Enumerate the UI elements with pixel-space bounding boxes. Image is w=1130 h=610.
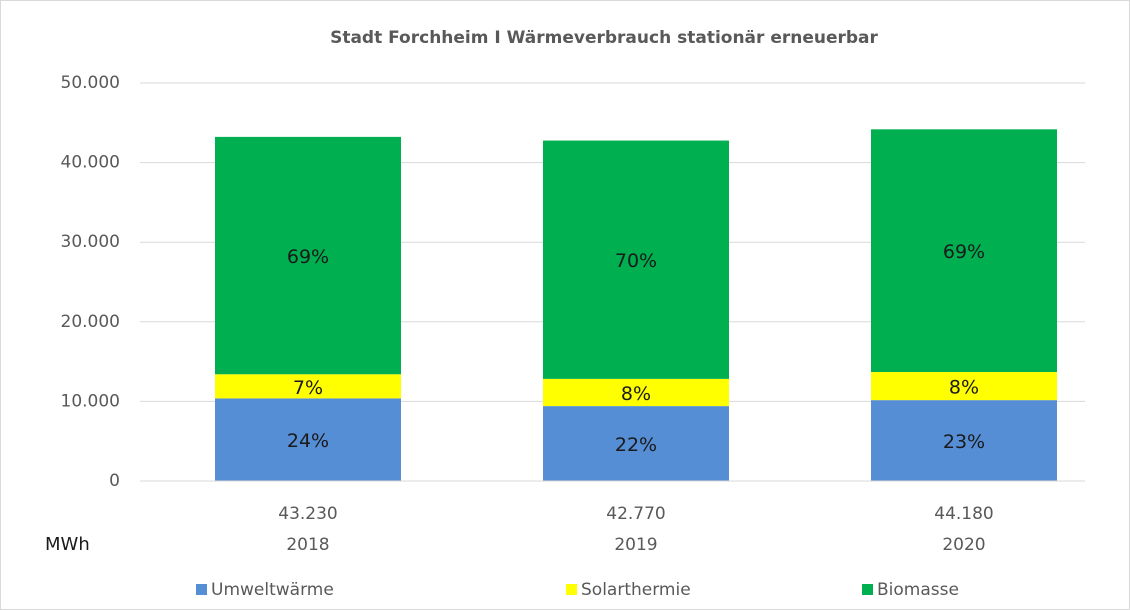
legend-swatch — [196, 584, 207, 595]
segment-label: 69% — [943, 241, 985, 263]
total-label: 42.770 — [606, 504, 665, 524]
segment-label: 8% — [621, 383, 651, 405]
x-tick-label: 2019 — [614, 535, 657, 555]
legend-label: Solarthermie — [581, 580, 691, 600]
segment-label: 8% — [949, 377, 979, 399]
y-axis-label: MWh — [45, 534, 90, 555]
segment-label: 69% — [287, 246, 329, 268]
bar-segment — [871, 400, 1057, 481]
legend-label: Biomasse — [877, 580, 959, 600]
bar-segment — [215, 374, 401, 399]
segment-label: 70% — [615, 250, 657, 272]
chart-title: Stadt Forchheim I Wärmeverbrauch station… — [330, 28, 878, 48]
x-tick-label: 2020 — [942, 535, 985, 555]
y-tick-label: 20.000 — [61, 312, 120, 332]
bar-segment — [871, 129, 1057, 373]
segment-label: 23% — [943, 431, 985, 453]
bar-segment — [215, 136, 401, 375]
y-tick-label: 0 — [109, 471, 120, 491]
legend-label: Umweltwärme — [211, 580, 334, 600]
legend-swatch — [566, 584, 577, 595]
bar-segment — [215, 398, 401, 481]
segment-label: 24% — [287, 430, 329, 452]
y-tick-label: 10.000 — [61, 391, 120, 411]
bar-segment — [871, 372, 1057, 401]
y-tick-label: 40.000 — [61, 153, 120, 173]
y-tick-label: 30.000 — [61, 232, 120, 252]
bar-segment — [543, 140, 729, 379]
total-label: 43.230 — [278, 504, 337, 524]
total-label: 44.180 — [934, 504, 993, 524]
x-tick-label: 2018 — [286, 535, 329, 555]
bar-segment — [543, 406, 729, 481]
y-tick-label: 50.000 — [61, 73, 120, 93]
legend-swatch — [862, 584, 873, 595]
segment-label: 7% — [293, 377, 323, 399]
segment-label: 22% — [615, 434, 657, 456]
bar-segment — [543, 378, 729, 407]
